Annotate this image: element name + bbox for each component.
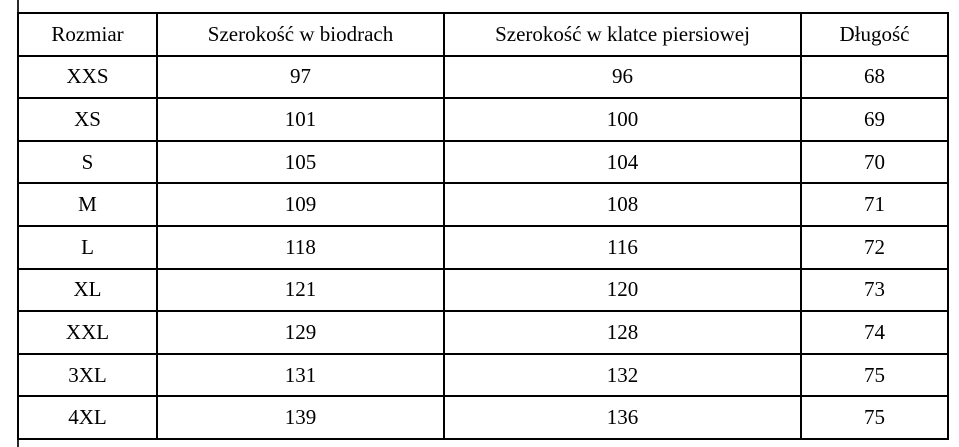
size-cell: M [17, 182, 158, 227]
length-cell: 75 [800, 352, 949, 398]
chest-width-cell: 104 [443, 139, 802, 185]
chest-width-cell: 108 [443, 182, 802, 227]
size-cell: 4XL [17, 395, 158, 440]
length-cell: 68 [800, 54, 949, 100]
table-row: XXL 129 128 74 [17, 310, 949, 355]
column-header-length: Długość [800, 12, 949, 57]
hip-width-cell: 97 [156, 54, 445, 100]
size-chart-table: Rozmiar Szerokość w biodrach Szerokość w… [17, 12, 949, 440]
table-border-fragment-bottom [17, 437, 19, 447]
hip-width-cell: 118 [156, 224, 445, 270]
chest-width-cell: 100 [443, 97, 802, 142]
table-row: 3XL 131 132 75 [17, 352, 949, 398]
size-cell: 3XL [17, 352, 158, 398]
column-header-hip-width: Szerokość w biodrach [156, 12, 445, 57]
length-cell: 74 [800, 310, 949, 355]
chest-width-cell: 116 [443, 224, 802, 270]
length-cell: 73 [800, 267, 949, 313]
table-border-fragment-top [17, 0, 19, 13]
column-header-size: Rozmiar [17, 12, 158, 57]
size-cell: XXS [17, 54, 158, 100]
hip-width-cell: 101 [156, 97, 445, 142]
chest-width-cell: 132 [443, 352, 802, 398]
size-cell: XXL [17, 310, 158, 355]
table-row: L 118 116 72 [17, 224, 949, 270]
column-header-chest-width: Szerokość w klatce piersiowej [443, 12, 802, 57]
length-cell: 72 [800, 224, 949, 270]
table-row: M 109 108 71 [17, 182, 949, 227]
table-row: XL 121 120 73 [17, 267, 949, 313]
length-cell: 70 [800, 139, 949, 185]
hip-width-cell: 139 [156, 395, 445, 440]
table-row: XXS 97 96 68 [17, 54, 949, 100]
chest-width-cell: 120 [443, 267, 802, 313]
chest-width-cell: 136 [443, 395, 802, 440]
size-cell: XS [17, 97, 158, 142]
length-cell: 71 [800, 182, 949, 227]
hip-width-cell: 121 [156, 267, 445, 313]
size-cell: XL [17, 267, 158, 313]
length-cell: 69 [800, 97, 949, 142]
hip-width-cell: 129 [156, 310, 445, 355]
hip-width-cell: 105 [156, 139, 445, 185]
table-row: S 105 104 70 [17, 139, 949, 185]
table-row: XS 101 100 69 [17, 97, 949, 142]
chest-width-cell: 96 [443, 54, 802, 100]
hip-width-cell: 131 [156, 352, 445, 398]
size-cell: L [17, 224, 158, 270]
size-cell: S [17, 139, 158, 185]
table-row: 4XL 139 136 75 [17, 395, 949, 440]
chest-width-cell: 128 [443, 310, 802, 355]
length-cell: 75 [800, 395, 949, 440]
header-row: Rozmiar Szerokość w biodrach Szerokość w… [17, 12, 949, 57]
hip-width-cell: 109 [156, 182, 445, 227]
